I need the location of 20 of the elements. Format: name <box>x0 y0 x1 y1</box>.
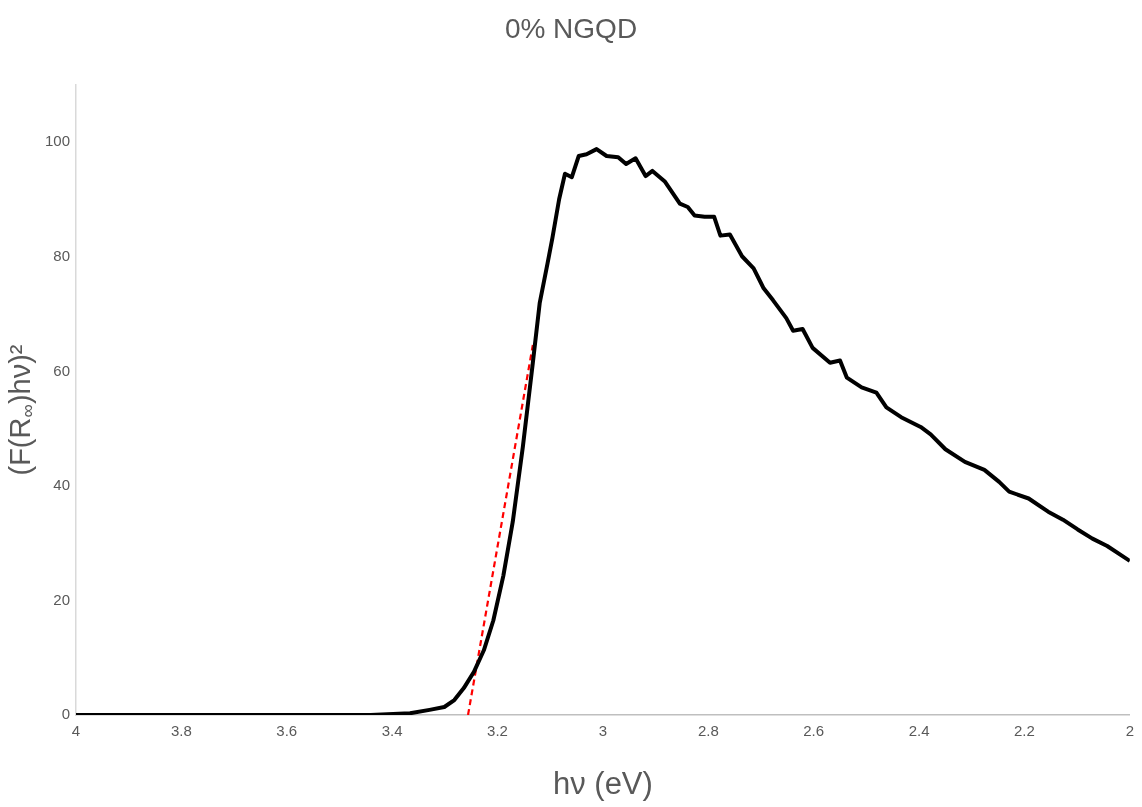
x-tick-label: 3.6 <box>276 722 298 740</box>
x-tick-label: 2.8 <box>697 722 719 740</box>
y-axis-title: (F(R∞)hν)² <box>4 344 39 476</box>
chart-title: 0% NGQD <box>504 12 638 44</box>
y-tick-label: 0 <box>61 705 70 723</box>
x-tick-label: 2.6 <box>803 722 825 740</box>
x-tick-label: 3.4 <box>381 722 403 740</box>
x-axis-title: hν (eV) <box>552 765 653 801</box>
y-tick-label: 80 <box>53 246 70 264</box>
x-tick-label: 4 <box>71 722 81 740</box>
y-tick-label: 60 <box>53 361 70 379</box>
x-tick-label: 3.2 <box>487 722 508 740</box>
y-tick-label: 40 <box>53 476 70 494</box>
x-tick-label: 2.2 <box>1014 722 1035 740</box>
x-tick-label: 3.8 <box>170 722 192 740</box>
x-tick-label: 3 <box>598 722 608 740</box>
y-tick-label: 20 <box>53 590 70 608</box>
x-tick-label: 2.4 <box>908 722 930 740</box>
x-tick-label: 2 <box>1125 722 1134 740</box>
y-tick-label: 100 <box>44 132 70 150</box>
